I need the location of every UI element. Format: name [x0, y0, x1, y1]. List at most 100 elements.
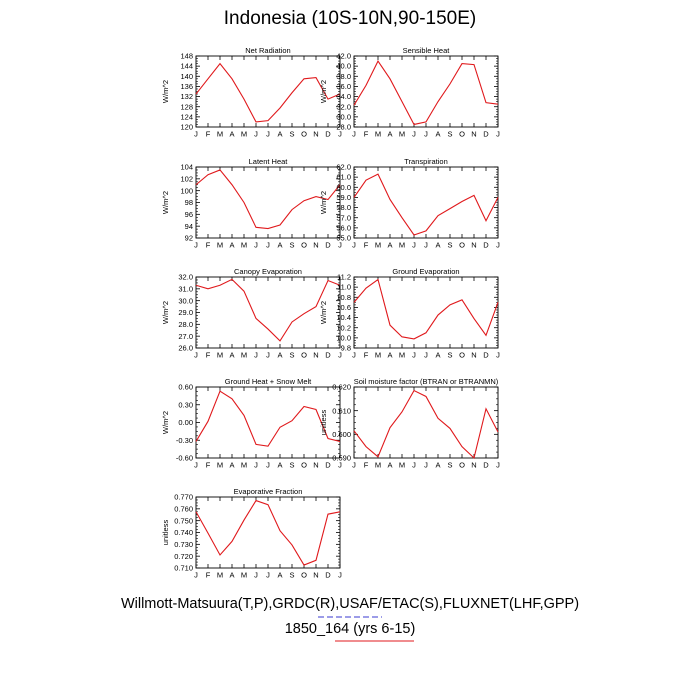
y-tick-label: 62.0	[336, 163, 351, 172]
y-tick-label: 58.0	[336, 203, 351, 212]
x-tick-label: N	[313, 130, 318, 139]
panel-title: Transpiration	[404, 157, 448, 166]
y-tick-label: 120	[180, 123, 193, 132]
x-tick-label: F	[206, 571, 211, 580]
footer-case-text: 1850_164 (yrs 6-15)	[284, 621, 416, 637]
y-tick-label: 102	[180, 174, 193, 183]
y-tick-label: 0.720	[174, 552, 193, 561]
y-tick-label: 10.6	[336, 303, 351, 312]
x-tick-label: D	[325, 461, 331, 470]
x-tick-label: S	[289, 351, 294, 360]
x-tick-label: J	[338, 241, 342, 250]
y-axis-label: unitless	[319, 410, 328, 436]
y-tick-label: 0.60	[178, 383, 193, 392]
y-axis-label: W/m^2	[161, 191, 170, 214]
x-tick-label: J	[352, 130, 356, 139]
y-tick-label: 0.710	[174, 564, 193, 573]
x-tick-label: N	[313, 461, 318, 470]
y-tick-label: 11.2	[337, 273, 351, 282]
x-tick-label: J	[266, 241, 270, 250]
x-tick-label: M	[241, 241, 247, 250]
y-tick-label: 0.590	[332, 454, 351, 463]
y-tick-label: 0.740	[174, 528, 193, 537]
y-tick-label: -0.30	[176, 436, 193, 445]
x-tick-label: A	[277, 351, 282, 360]
x-tick-label: O	[301, 241, 307, 250]
x-tick-label: J	[194, 130, 198, 139]
y-tick-label: 32.0	[178, 273, 193, 282]
x-tick-label: O	[459, 351, 465, 360]
x-tick-label: J	[338, 130, 342, 139]
y-tick-label: 30.0	[336, 112, 351, 121]
x-tick-label: O	[301, 130, 307, 139]
x-tick-label: A	[387, 130, 392, 139]
y-tick-label: 0.610	[332, 406, 351, 415]
x-tick-label: A	[387, 351, 392, 360]
x-tick-label: J	[254, 130, 258, 139]
x-tick-label: A	[229, 241, 234, 250]
y-tick-label: 10.4	[336, 313, 351, 322]
y-tick-label: 32.0	[336, 102, 351, 111]
y-tick-label: 140	[180, 72, 193, 81]
x-tick-label: M	[399, 461, 405, 470]
x-tick-label: J	[352, 241, 356, 250]
x-tick-label: M	[241, 130, 247, 139]
y-tick-label: 0.620	[332, 383, 351, 392]
x-tick-label: J	[194, 461, 198, 470]
x-tick-label: F	[364, 130, 369, 139]
y-tick-label: 148	[180, 52, 193, 61]
series-line	[353, 59, 499, 126]
y-tick-label: 9.8	[341, 344, 351, 353]
y-tick-label: 0.760	[174, 504, 193, 513]
y-tick-label: 10.8	[336, 293, 351, 302]
panel-title: Net Radiation	[245, 46, 290, 55]
y-tick-label: 40.0	[336, 62, 351, 71]
y-axis-label: W/m^2	[161, 80, 170, 103]
x-tick-label: M	[241, 461, 247, 470]
x-tick-label: N	[313, 241, 318, 250]
y-tick-label: 26.0	[178, 344, 193, 353]
x-tick-label: D	[483, 241, 489, 250]
x-tick-label: M	[241, 351, 247, 360]
x-tick-label: M	[375, 241, 381, 250]
x-tick-label: O	[459, 130, 465, 139]
y-tick-label: 0.00	[178, 418, 193, 427]
panel-title: Ground Evaporation	[392, 267, 459, 276]
y-tick-label: 27.0	[178, 332, 193, 341]
y-tick-label: 31.0	[178, 284, 193, 293]
x-tick-label: J	[194, 241, 198, 250]
x-tick-label: J	[412, 351, 416, 360]
series-line	[195, 499, 341, 566]
panel-title: Evaporative Fraction	[234, 487, 303, 496]
x-tick-label: D	[483, 351, 489, 360]
y-axis-label: W/m^2	[161, 301, 170, 324]
panel-title: Latent Heat	[249, 157, 289, 166]
y-tick-label: 136	[180, 82, 193, 91]
x-tick-label: J	[412, 130, 416, 139]
y-tick-label: 124	[180, 112, 193, 121]
x-tick-label: F	[206, 461, 211, 470]
y-tick-label: 11.0	[337, 283, 351, 292]
x-tick-label: O	[459, 241, 465, 250]
x-tick-label: S	[447, 351, 452, 360]
y-tick-label: 144	[180, 62, 193, 71]
y-tick-label: 28.0	[178, 320, 193, 329]
x-tick-label: O	[301, 571, 307, 580]
y-tick-label: 42.0	[336, 52, 351, 61]
y-axis-label: W/m^2	[319, 80, 328, 103]
x-tick-label: N	[471, 351, 476, 360]
y-tick-label: 100	[180, 186, 193, 195]
x-tick-label: M	[375, 461, 381, 470]
x-tick-label: A	[387, 241, 392, 250]
x-tick-label: S	[289, 571, 294, 580]
y-tick-label: 0.770	[174, 493, 193, 502]
x-tick-label: J	[254, 571, 258, 580]
y-tick-label: 28.0	[336, 123, 351, 132]
x-tick-label: A	[435, 461, 440, 470]
x-tick-label: F	[364, 241, 369, 250]
y-tick-label: 10.0	[336, 333, 351, 342]
x-tick-label: J	[496, 351, 500, 360]
